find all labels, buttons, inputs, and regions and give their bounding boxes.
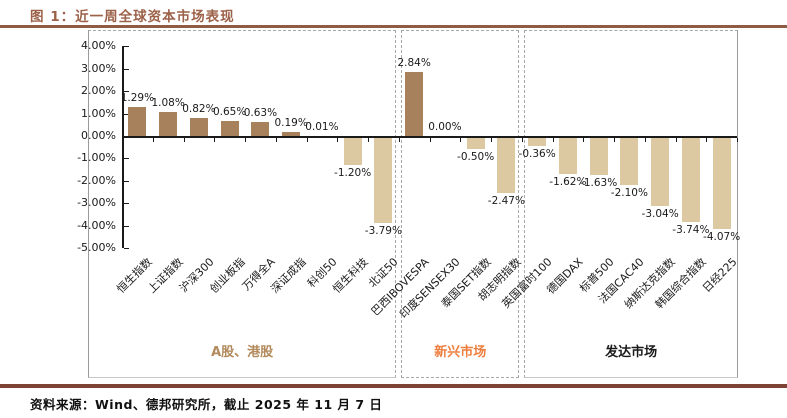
bar xyxy=(681,138,700,222)
title-divider-rule xyxy=(0,25,787,28)
x-axis-tick xyxy=(337,138,339,142)
y-axis-tick xyxy=(124,225,129,227)
market-group-box xyxy=(401,30,520,378)
bar xyxy=(405,72,424,136)
bar-value-label: 0.00% xyxy=(428,121,462,133)
market-group-box xyxy=(524,30,738,378)
x-axis-tick xyxy=(152,138,154,142)
bar-value-label: 0.65% xyxy=(212,106,247,119)
bar xyxy=(220,121,239,136)
y-axis-tick xyxy=(124,91,129,93)
bar-value-label: 2.84% xyxy=(397,57,431,70)
x-axis-tick xyxy=(675,138,677,142)
y-tick-label: -3.00% xyxy=(77,196,116,210)
x-axis-tick xyxy=(398,138,400,142)
y-axis-tick xyxy=(124,158,129,160)
y-axis-tick xyxy=(124,46,129,48)
bar-value-label: 0.82% xyxy=(182,102,216,115)
y-axis-tick xyxy=(124,203,129,205)
bar-value-label: -0.50% xyxy=(457,151,495,164)
y-axis-tick xyxy=(124,180,129,182)
x-axis-tick xyxy=(306,138,308,142)
x-axis-tick xyxy=(521,138,523,142)
source-note: 资料来源：Wind、德邦研究所，截止 2025 年 11 月 7 日 xyxy=(30,397,383,412)
y-tick-label: -2.00% xyxy=(77,173,116,187)
y-tick-label: 1.00% xyxy=(81,106,116,120)
bar xyxy=(343,138,362,165)
y-axis-tick xyxy=(124,113,129,115)
bar xyxy=(497,138,516,194)
x-axis-tick xyxy=(491,138,492,142)
bar-value-label: -4.07% xyxy=(703,231,741,244)
x-axis-tick xyxy=(460,138,462,142)
bar-value-label: -2.10% xyxy=(610,187,648,200)
bar-value-label: -3.79% xyxy=(364,225,402,238)
bar xyxy=(282,131,301,136)
y-axis-tick xyxy=(124,68,129,70)
y-axis-tick xyxy=(124,248,129,250)
bar xyxy=(620,138,639,186)
bar-value-label: 0.19% xyxy=(274,116,308,129)
y-tick-label: -4.00% xyxy=(77,218,116,232)
y-tick-label: 2.00% xyxy=(81,84,116,98)
y-tick-label: -5.00% xyxy=(77,241,116,255)
bar xyxy=(528,138,547,147)
bar xyxy=(159,111,178,136)
bar-value-label: -3.04% xyxy=(641,208,679,221)
x-axis-tick xyxy=(275,138,277,142)
market-group-label: 新兴市场 xyxy=(434,345,487,360)
bar-value-label: 1.29% xyxy=(120,92,155,105)
bar-value-label: -0.36% xyxy=(518,148,556,161)
y-axis xyxy=(122,46,124,249)
bar xyxy=(189,117,208,136)
market-group-box xyxy=(88,30,397,378)
figure-title: 图 1：近一周全球资本市场表现 xyxy=(30,9,235,25)
x-axis-tick xyxy=(122,138,123,142)
bar-value-label: 0.01% xyxy=(305,120,339,133)
y-axis-tick xyxy=(124,136,129,137)
y-tick-label: 0.00% xyxy=(81,129,116,142)
bar-value-label: -1.63% xyxy=(580,176,618,189)
bar-value-label: -1.20% xyxy=(334,166,372,179)
x-axis-tick xyxy=(614,138,615,142)
bar-value-label: 1.08% xyxy=(151,96,185,109)
y-tick-label: -1.00% xyxy=(77,151,116,165)
bar-value-label: -3.74% xyxy=(672,223,710,236)
bottom-divider-rule xyxy=(0,384,787,388)
x-axis-tick xyxy=(644,138,646,142)
x-axis-tick xyxy=(368,138,369,142)
bar xyxy=(251,121,270,136)
x-axis-tick xyxy=(183,138,185,142)
bar xyxy=(589,138,608,175)
bar xyxy=(712,138,731,230)
bar xyxy=(466,138,485,150)
market-group-label: 发达市场 xyxy=(605,345,658,360)
x-axis-tick xyxy=(429,138,431,142)
bar xyxy=(374,138,393,224)
bar-value-label: -1.62% xyxy=(549,176,587,189)
x-axis xyxy=(122,136,737,138)
bar xyxy=(558,138,577,175)
y-tick-label: 4.00% xyxy=(81,39,116,53)
bar-value-label: 0.63% xyxy=(243,106,278,119)
bar xyxy=(651,138,670,207)
bar xyxy=(128,107,147,136)
y-tick-label: 3.00% xyxy=(81,61,116,75)
x-axis-tick xyxy=(245,138,246,142)
x-axis-tick xyxy=(583,138,585,142)
x-axis-tick xyxy=(737,138,738,142)
x-axis-tick xyxy=(552,138,554,142)
x-axis-tick xyxy=(214,138,216,142)
bar-value-label: -2.47% xyxy=(487,195,525,208)
x-axis-tick xyxy=(706,138,708,142)
market-group-label: A股、港股 xyxy=(211,345,274,360)
